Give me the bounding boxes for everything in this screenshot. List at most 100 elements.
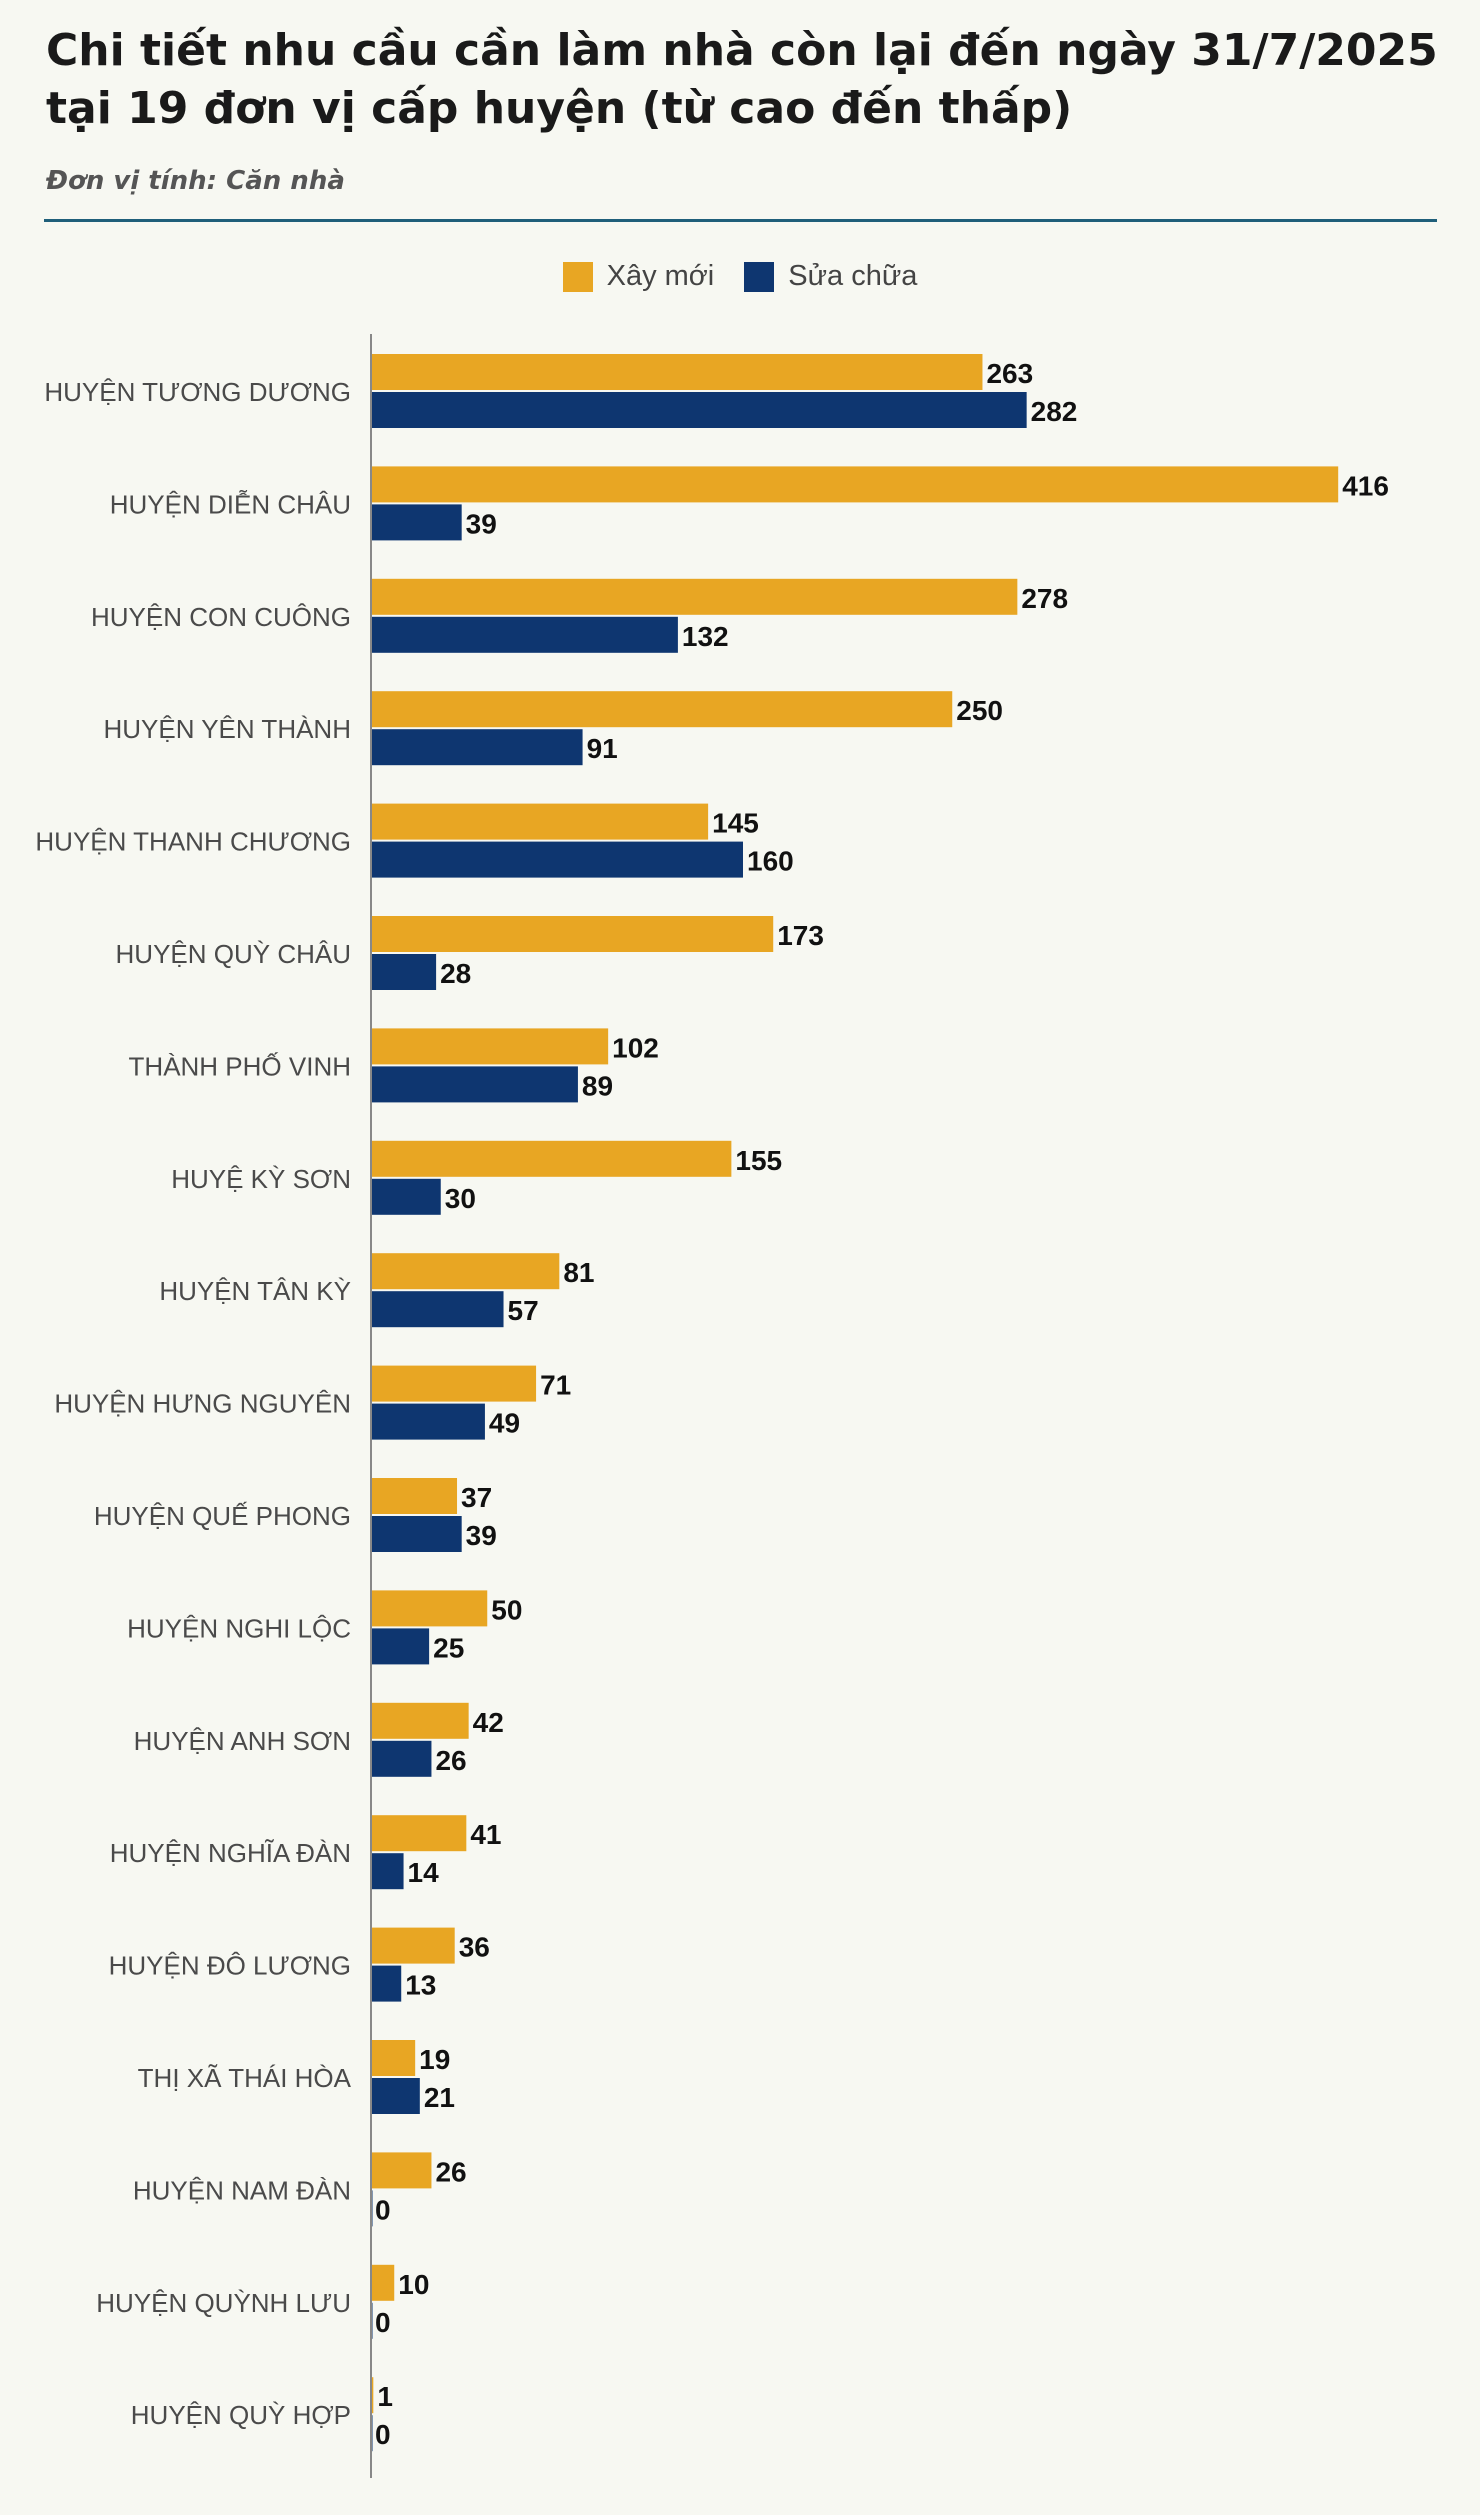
bar-value-label: 57 <box>508 1295 539 1326</box>
bar-value-label: 41 <box>470 1819 501 1850</box>
bar-value-label: 0 <box>375 2419 391 2450</box>
bar <box>371 1590 488 1627</box>
category-label: HUYỆN QUỲ HỢP <box>131 2400 351 2430</box>
bar-value-label: 37 <box>461 1482 492 1513</box>
category-label: HUYỆN YÊN THÀNH <box>103 714 351 744</box>
bar-value-label: 25 <box>433 1632 464 1663</box>
bar <box>371 954 437 990</box>
bar-value-label: 13 <box>405 1970 436 2001</box>
bar <box>371 1927 455 1964</box>
bar <box>371 578 1018 615</box>
bar-value-label: 89 <box>582 1070 613 1101</box>
bar <box>371 1028 609 1065</box>
bar-value-label: 71 <box>540 1370 571 1401</box>
category-label: HUYỆN NGHI LỘC <box>127 1613 351 1643</box>
category-label: THÀNH PHỐ VINH <box>129 1051 351 1081</box>
category-label: HUYỆ KỲ SƠN <box>171 1164 351 1194</box>
bar-value-label: 1 <box>377 2381 393 2412</box>
bar <box>371 616 678 653</box>
bar-value-label: 263 <box>986 358 1033 389</box>
bar-value-label: 160 <box>747 846 794 877</box>
bar-value-label: 10 <box>398 2269 429 2300</box>
legend-label-new: Xây mới <box>606 260 715 292</box>
bar <box>371 392 1027 428</box>
bar <box>371 1365 537 1402</box>
bar-value-label: 416 <box>1342 470 1389 501</box>
bar <box>371 1253 560 1290</box>
bar-value-label: 36 <box>459 1932 490 1963</box>
bar <box>371 1140 732 1177</box>
bar-value-label: 81 <box>563 1257 594 1288</box>
bar <box>371 2264 395 2301</box>
bar-value-label: 91 <box>587 733 618 764</box>
category-label: HUYỆN HƯNG NGUYÊN <box>54 1389 351 1419</box>
bar <box>371 1815 467 1852</box>
bar-value-label: 0 <box>375 2194 391 2225</box>
bar-value-label: 132 <box>682 621 729 652</box>
bar-value-label: 0 <box>375 2307 391 2338</box>
legend-item-repair: Sửa chữa <box>744 260 917 293</box>
category-label: HUYỆN THANH CHƯƠNG <box>35 827 351 857</box>
category-label: HUYỆN ANH SƠN <box>134 1726 351 1756</box>
bar <box>371 1291 504 1328</box>
category-label: HUYỆN NGHĨA ĐÀN <box>110 1838 351 1868</box>
bar-value-label: 39 <box>466 508 497 539</box>
bar <box>371 1403 485 1440</box>
bar <box>371 504 462 541</box>
category-label: HUYỆN QUẾ PHONG <box>94 1501 351 1531</box>
category-label: HUYỆN ĐÔ LƯƠNG <box>109 1951 351 1981</box>
bar-value-label: 102 <box>612 1032 659 1063</box>
bar <box>371 2152 432 2189</box>
bar <box>371 1066 578 1103</box>
bar <box>371 803 709 840</box>
bar <box>371 354 983 390</box>
bar <box>371 916 774 952</box>
bar <box>371 1702 469 1739</box>
chart-title: Chi tiết nhu cầu cần làm nhà còn lại đến… <box>46 25 1438 134</box>
bar <box>371 1628 430 1665</box>
bar-value-label: 39 <box>466 1520 497 1551</box>
bar-value-label: 26 <box>435 1745 466 1776</box>
bar-value-label: 50 <box>491 1594 522 1625</box>
bar <box>371 1740 432 1777</box>
bar-value-label: 42 <box>473 1707 504 1738</box>
category-label: HUYỆN TƯƠNG DƯƠNG <box>44 377 351 407</box>
title-divider <box>44 219 1437 222</box>
category-label: HUYỆN QUỲNH LƯU <box>96 2288 351 2318</box>
bar-value-label: 278 <box>1021 583 1068 614</box>
bar-value-label: 282 <box>1031 396 1078 427</box>
bar-value-label: 21 <box>424 2082 455 2113</box>
bar <box>371 841 743 878</box>
bar <box>371 1965 402 2002</box>
category-label: HUYỆN CON CUÔNG <box>91 602 351 632</box>
bar <box>371 729 583 766</box>
chart-legend: Xây mới Sửa chữa <box>0 260 1480 293</box>
bar-value-label: 26 <box>435 2156 466 2187</box>
bar-value-label: 30 <box>445 1183 476 1214</box>
legend-label-repair: Sửa chữa <box>788 260 918 292</box>
bar <box>371 1853 404 1890</box>
bar-value-label: 28 <box>440 958 471 989</box>
category-label: HUYỆN QUỲ CHÂU <box>116 939 351 969</box>
bar-value-label: 49 <box>489 1408 520 1439</box>
bar <box>371 1178 441 1215</box>
category-label: HUYỆN TÂN KỲ <box>159 1276 351 1306</box>
category-label: THỊ XÃ THÁI HÒA <box>138 2063 352 2093</box>
bar-value-label: 173 <box>777 920 824 951</box>
unit-subtitle: Đơn vị tính: Căn nhà <box>46 166 345 196</box>
bar-value-label: 250 <box>956 695 1003 726</box>
legend-swatch-new <box>562 261 593 292</box>
category-label: HUYỆN DIỄN CHÂU <box>110 489 351 519</box>
category-label: HUYỆN NAM ĐÀN <box>133 2175 351 2205</box>
legend-item-new: Xây mới <box>562 260 715 293</box>
bar <box>371 691 953 728</box>
bar <box>371 2078 420 2114</box>
bar-value-label: 14 <box>408 1857 440 1888</box>
legend-swatch-repair <box>744 261 775 292</box>
bar <box>371 1478 458 1514</box>
bar <box>371 466 1339 503</box>
bar-value-label: 19 <box>419 2044 450 2075</box>
bar <box>371 2377 374 2414</box>
bar-value-label: 155 <box>735 1145 782 1176</box>
